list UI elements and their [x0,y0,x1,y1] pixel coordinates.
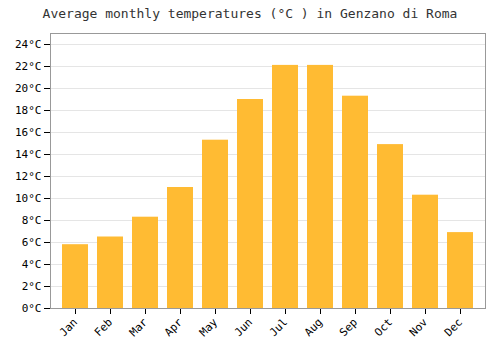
svg-text:12°C: 12°C [15,170,42,183]
svg-text:Nov: Nov [407,315,431,339]
svg-text:6°C: 6°C [22,236,42,249]
svg-text:24°C: 24°C [15,38,42,51]
svg-text:Dec: Dec [442,316,465,339]
svg-text:Mar: Mar [127,315,151,339]
svg-text:16°C: 16°C [15,126,42,139]
svg-text:Sep: Sep [337,316,360,339]
svg-text:Aug: Aug [302,316,325,339]
svg-text:Jul: Jul [267,316,290,339]
svg-text:4°C: 4°C [22,258,42,271]
svg-text:18°C: 18°C [15,104,42,117]
svg-text:Jan: Jan [57,316,80,339]
svg-text:2°C: 2°C [22,280,42,293]
svg-text:20°C: 20°C [15,82,42,95]
svg-text:Oct: Oct [372,316,395,339]
svg-text:0°C: 0°C [22,302,42,315]
svg-text:Feb: Feb [92,316,115,339]
svg-text:14°C: 14°C [15,148,42,161]
svg-text:10°C: 10°C [15,192,42,205]
svg-text:Apr: Apr [162,315,186,339]
svg-text:8°C: 8°C [22,214,42,227]
svg-text:Jun: Jun [232,316,255,339]
svg-text:22°C: 22°C [15,60,42,73]
svg-text:May: May [197,315,221,339]
html-text:Average monthly temperatures (: Average monthly temperatures (°C ) in Ge… [42,6,458,21]
